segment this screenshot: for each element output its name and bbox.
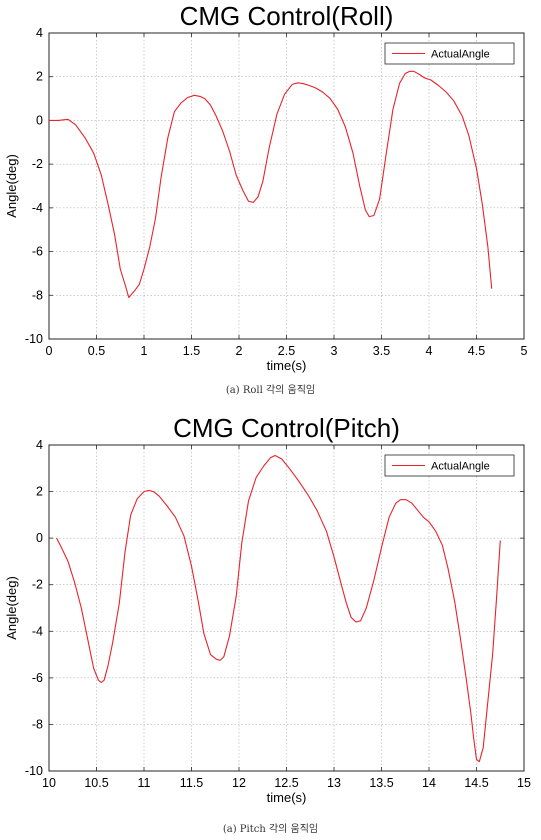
y-tick-label: -2 xyxy=(32,157,43,171)
y-axis-label: Angle(deg) xyxy=(4,154,19,218)
y-tick-label: -10 xyxy=(25,332,43,346)
x-tick-label: 3.5 xyxy=(373,344,390,358)
x-tick-label: 14 xyxy=(422,776,436,790)
legend: ActualAngle xyxy=(384,42,515,65)
x-tick-label: 12 xyxy=(232,776,246,790)
y-tick-label: -4 xyxy=(32,624,43,638)
y-tick-label: -4 xyxy=(32,201,43,215)
x-tick-label: 0.5 xyxy=(88,344,105,358)
legend: ActualAngle xyxy=(384,454,515,477)
x-tick-label: 14.5 xyxy=(464,776,488,790)
y-tick-label: -6 xyxy=(32,245,43,259)
legend-box xyxy=(384,42,515,65)
y-tick-label: 4 xyxy=(36,26,43,40)
grid xyxy=(49,33,524,339)
legend-label: ActualAngle xyxy=(431,461,490,473)
x-tick-label: 10.5 xyxy=(84,776,108,790)
x-tick-label: 3 xyxy=(331,344,338,358)
x-tick-label: 4.5 xyxy=(468,344,485,358)
y-tick-label: 0 xyxy=(36,531,43,545)
pitch-chart: 10 10.5 11 11.5 12 12.5 13 13.5 14 14.5 15 -10 -8 -6 -… xyxy=(4,413,531,805)
y-tick-label: -2 xyxy=(32,578,43,592)
legend-box xyxy=(384,454,515,477)
roll-chart-caption: (a) Roll 각의 움직임 xyxy=(225,385,316,396)
x-tick-label: 4 xyxy=(426,344,433,358)
y-tick-label: -6 xyxy=(32,671,43,685)
x-tick-label: 1.5 xyxy=(183,344,200,358)
x-tick-label: 13.5 xyxy=(369,776,393,790)
chart-title: CMG Control(Pitch) xyxy=(173,413,400,443)
y-tick-label: -8 xyxy=(32,717,43,731)
x-tick-label: 5 xyxy=(521,344,528,358)
series-line-actual-angle xyxy=(49,70,493,299)
x-axis-label: time(s) xyxy=(267,358,307,373)
y-axis-label: Angle(deg) xyxy=(4,576,19,640)
plot-area xyxy=(49,445,524,771)
x-tick-label: 0 xyxy=(46,344,53,358)
y-tick-label: 0 xyxy=(36,113,43,127)
y-tick-label: 4 xyxy=(36,438,43,452)
x-tick-label: 15 xyxy=(517,776,531,790)
x-tick-label: 1 xyxy=(141,344,148,358)
y-tick-label: 2 xyxy=(36,485,43,499)
y-tick-label: -10 xyxy=(25,764,43,778)
x-tick-label: 11 xyxy=(138,776,151,790)
x-tick-label: 12.5 xyxy=(274,776,298,790)
x-tick-label: 11.5 xyxy=(180,776,203,790)
x-axis-label: time(s) xyxy=(267,790,307,805)
x-tick-label: 2 xyxy=(236,344,243,358)
y-tick-label: 2 xyxy=(36,70,43,84)
plot-area xyxy=(49,33,524,339)
y-tick-label: -8 xyxy=(32,288,43,302)
grid xyxy=(49,445,524,771)
x-tick-label: 2.5 xyxy=(278,344,295,358)
pitch-chart-caption: (a) Pitch 각의 움직임 xyxy=(222,824,319,835)
x-tick-label: 10 xyxy=(42,776,56,790)
series-line-actual-angle xyxy=(56,454,501,763)
chart-title: CMG Control(Roll) xyxy=(180,1,394,31)
x-tick-label: 13 xyxy=(327,776,341,790)
roll-chart: 0 0.5 1 1.5 2 2.5 3 3.5 4 4.5 5 -10 -8 -6 -4 -2 0 2 4 CMG C… xyxy=(4,1,528,373)
legend-label: ActualAngle xyxy=(431,49,490,61)
